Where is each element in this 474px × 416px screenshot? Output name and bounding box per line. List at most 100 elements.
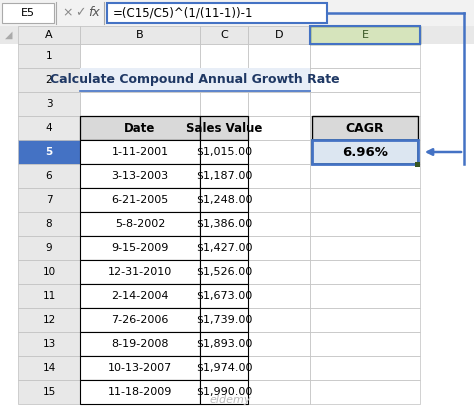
Text: 10: 10 [43, 267, 55, 277]
Bar [310, 284, 420, 308]
Bar [18, 380, 80, 404]
Text: 9: 9 [46, 243, 52, 253]
Bar [80, 68, 310, 92]
Text: 10-13-2007: 10-13-2007 [108, 363, 172, 373]
Bar [200, 140, 248, 164]
Bar [248, 284, 310, 308]
Bar [200, 260, 248, 284]
Text: $1,673.00: $1,673.00 [196, 291, 252, 301]
Bar [200, 284, 248, 308]
Bar [2, 3, 54, 23]
Bar [80, 284, 200, 308]
Bar [80, 308, 200, 332]
Bar [200, 26, 248, 44]
Bar [80, 380, 200, 404]
Bar [80, 236, 200, 260]
Bar [310, 116, 420, 140]
Bar [248, 356, 310, 380]
Bar [80, 260, 200, 284]
Text: =(C15/C5)^(1/(11-1))-1: =(C15/C5)^(1/(11-1))-1 [113, 7, 254, 20]
Text: 3-13-2003: 3-13-2003 [111, 171, 169, 181]
Bar [18, 260, 80, 284]
Text: Calculate Compound Annual Growth Rate: Calculate Compound Annual Growth Rate [50, 74, 340, 87]
Text: 3: 3 [46, 99, 52, 109]
Text: $1,526.00: $1,526.00 [196, 267, 252, 277]
Text: Date: Date [124, 121, 155, 134]
Bar [310, 164, 420, 188]
Bar [200, 116, 248, 140]
Text: 6.96%: 6.96% [342, 146, 388, 158]
Bar [200, 356, 248, 380]
Text: 12-31-2010: 12-31-2010 [108, 267, 172, 277]
Text: 6-21-2005: 6-21-2005 [111, 195, 169, 205]
Bar [18, 116, 80, 140]
Bar [248, 164, 310, 188]
Bar [80, 116, 200, 140]
Bar [200, 188, 248, 212]
Text: 14: 14 [42, 363, 55, 373]
Bar [18, 308, 80, 332]
Text: 2-14-2004: 2-14-2004 [111, 291, 169, 301]
Bar [80, 44, 200, 68]
Bar [200, 236, 248, 260]
Bar [310, 188, 420, 212]
Bar [18, 188, 80, 212]
Text: E: E [362, 30, 368, 40]
Text: $1,739.00: $1,739.00 [196, 315, 252, 325]
Bar [248, 140, 310, 164]
Bar [310, 26, 420, 44]
Bar [416, 161, 420, 166]
Bar [248, 380, 310, 404]
Text: $1,990.00: $1,990.00 [196, 387, 252, 397]
Text: 5: 5 [46, 147, 53, 157]
Bar [310, 26, 420, 44]
Text: D: D [275, 30, 283, 40]
Bar [200, 92, 248, 116]
Text: B: B [136, 30, 144, 40]
Bar [248, 212, 310, 236]
Text: 8: 8 [46, 219, 52, 229]
Bar [80, 92, 200, 116]
Text: 7: 7 [46, 195, 52, 205]
Bar [200, 260, 248, 284]
Text: 7-26-2006: 7-26-2006 [111, 315, 169, 325]
Text: ✓: ✓ [75, 7, 85, 20]
Bar [80, 332, 200, 356]
Bar [200, 188, 248, 212]
Bar [80, 26, 200, 44]
Bar [248, 332, 310, 356]
Text: $1,015.00: $1,015.00 [196, 147, 252, 157]
Bar [80, 308, 200, 332]
Bar [80, 68, 200, 92]
Bar [200, 164, 248, 188]
Bar [18, 44, 80, 68]
Bar [80, 212, 200, 236]
Text: 9-15-2009: 9-15-2009 [111, 243, 169, 253]
Text: E5: E5 [21, 8, 35, 18]
Bar [80, 236, 200, 260]
Bar [80, 140, 200, 164]
Bar [312, 116, 418, 140]
Bar [200, 308, 248, 332]
Text: fx: fx [88, 7, 100, 20]
Bar [248, 92, 310, 116]
Text: A: A [45, 30, 53, 40]
Bar [310, 380, 420, 404]
Text: eldemy: eldemy [209, 395, 251, 405]
Bar [200, 380, 248, 404]
Text: CAGR: CAGR [346, 121, 384, 134]
Bar [18, 284, 80, 308]
Bar [18, 212, 80, 236]
Bar [107, 3, 327, 23]
Text: $1,427.00: $1,427.00 [196, 243, 252, 253]
Bar [310, 236, 420, 260]
Bar [200, 356, 248, 380]
Text: 4: 4 [46, 123, 52, 133]
Bar [200, 212, 248, 236]
Bar [200, 212, 248, 236]
Bar [200, 164, 248, 188]
Text: 5-8-2002: 5-8-2002 [115, 219, 165, 229]
Text: $1,386.00: $1,386.00 [196, 219, 252, 229]
Bar [18, 236, 80, 260]
Bar [310, 356, 420, 380]
